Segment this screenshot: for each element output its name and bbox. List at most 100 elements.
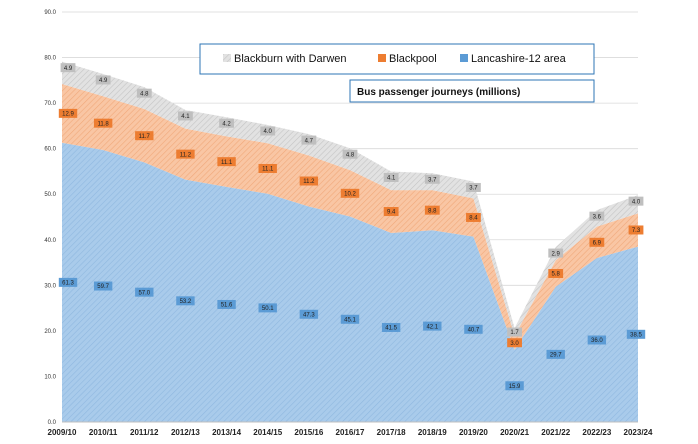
x-tick-label: 2018/19 [418, 428, 447, 437]
data-label-bg [217, 157, 236, 167]
data-label-text: 11.2 [303, 179, 315, 185]
data-label-blackburn: 4.8 [342, 149, 358, 159]
data-label-bg [424, 174, 440, 184]
data-label-text: 4.7 [305, 138, 314, 144]
x-tick-label: 2021/22 [541, 428, 570, 437]
y-tick-label: 20.0 [44, 329, 56, 335]
data-label-blackpool: 11.2 [299, 176, 319, 186]
x-tick-label: 2013/14 [212, 428, 241, 437]
data-label-bg [299, 176, 319, 186]
data-label-blackburn: 4.7 [301, 135, 317, 145]
data-label-bg [424, 205, 440, 215]
area-series-layer [62, 61, 638, 422]
data-label-blackburn: 3.7 [424, 174, 440, 184]
data-label-text: 38.5 [630, 333, 642, 339]
data-label-bg [626, 329, 646, 339]
y-tick-label: 90.0 [44, 10, 56, 16]
data-label-blackpool: 6.9 [589, 237, 605, 247]
data-label-bg [587, 335, 607, 345]
data-label-text: 4.2 [222, 121, 231, 127]
data-label-blackpool: 3.0 [507, 338, 522, 348]
data-label-text: 4.9 [64, 66, 73, 72]
data-label-blackburn: 4.9 [95, 75, 111, 85]
data-label-text: 8.8 [428, 208, 437, 214]
y-tick-label: 80.0 [44, 56, 56, 62]
data-label-text: 40.7 [468, 327, 480, 333]
legend-item-blackburn: Blackburn with Darwen [234, 53, 347, 65]
chart-subtitle: Bus passenger journeys (millions) [357, 87, 520, 98]
data-label-text: 45.1 [344, 317, 356, 323]
data-label-blackpool: 8.8 [424, 205, 440, 215]
data-label-text: 50.1 [262, 306, 274, 312]
data-label-text: 4.8 [346, 152, 355, 158]
data-label-bg [340, 188, 360, 198]
data-label-lancashire: 15.9 [505, 381, 524, 391]
data-label-blackpool: 11.1 [217, 157, 236, 167]
data-label-bg [178, 111, 193, 121]
data-label-text: 10.2 [344, 192, 356, 198]
data-label-bg [260, 126, 276, 136]
data-label-bg [381, 322, 401, 332]
data-label-text: 12.9 [62, 112, 74, 118]
legend-swatch-gray [223, 54, 231, 62]
data-label-text: 1.7 [510, 330, 519, 336]
data-label-bg [507, 327, 522, 337]
data-label-text: 5.8 [552, 272, 561, 278]
data-label-text: 9.4 [387, 210, 396, 216]
data-label-text: 3.0 [510, 341, 519, 347]
data-label-blackburn: 4.0 [260, 126, 276, 136]
area-blackpool [62, 83, 638, 350]
data-label-bg [258, 303, 277, 313]
data-label-bg [136, 88, 152, 98]
data-label-blackpool: 11.2 [176, 149, 195, 159]
data-label-bg [58, 108, 78, 118]
y-tick-label: 40.0 [44, 238, 56, 244]
data-label-bg [258, 163, 277, 173]
data-label-blackburn: 2.9 [548, 248, 564, 258]
data-label-blackpool: 11.8 [93, 118, 113, 128]
data-label-blackburn: 1.7 [507, 327, 522, 337]
legend-item-blackpool: Blackpool [389, 53, 437, 65]
data-label-lancashire: 42.1 [423, 321, 442, 331]
data-label-bg [466, 212, 481, 222]
data-label-bg [135, 131, 154, 141]
data-label-text: 11.7 [139, 134, 151, 140]
x-tick-label: 2017/18 [377, 428, 406, 437]
data-label-blackburn: 4.2 [219, 118, 234, 128]
data-label-bg [176, 149, 195, 159]
data-label-text: 4.8 [140, 91, 149, 97]
legend-item-lancashire: Lancashire-12 area [471, 53, 567, 65]
data-label-blackburn: 4.8 [136, 88, 152, 98]
data-label-blackpool: 5.8 [548, 268, 564, 278]
data-label-text: 29.7 [550, 353, 562, 359]
data-label-bg [58, 277, 78, 287]
data-label-bg [507, 338, 522, 348]
data-label-bg [217, 299, 236, 309]
data-label-text: 47.3 [303, 312, 315, 318]
data-label-bg [628, 196, 644, 206]
area-lancashire [62, 142, 638, 422]
data-label-bg [589, 237, 605, 247]
data-label-blackburn: 3.7 [466, 182, 481, 192]
data-label-blackpool: 11.7 [135, 131, 154, 141]
data-label-text: 15.9 [509, 384, 521, 390]
subtitle-box: Bus passenger journeys (millions) [349, 79, 595, 103]
data-label-bg [383, 207, 399, 217]
data-label-blackburn: 4.9 [60, 63, 76, 73]
y-tick-label: 60.0 [44, 147, 56, 153]
data-label-bg [548, 268, 564, 278]
data-label-blackpool: 10.2 [340, 188, 360, 198]
data-label-text: 59.7 [97, 284, 109, 290]
data-label-text: 53.2 [180, 299, 192, 305]
data-label-bg [546, 349, 565, 359]
data-label-text: 41.5 [385, 326, 397, 332]
data-label-text: 2.9 [552, 251, 561, 257]
data-label-text: 36.0 [591, 338, 603, 344]
data-label-text: 4.1 [181, 114, 190, 120]
data-label-blackpool: 7.3 [628, 225, 644, 235]
data-label-text: 61.3 [62, 281, 74, 287]
area-blackburn [62, 61, 638, 336]
data-label-blackburn: 4.1 [178, 111, 193, 121]
